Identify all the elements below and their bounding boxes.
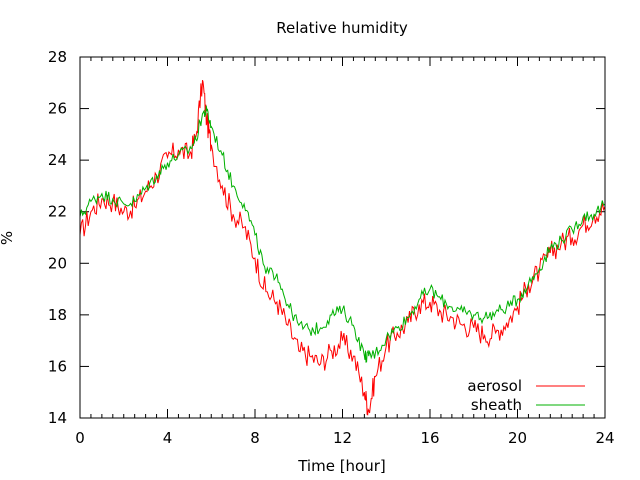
series-line-sheath (79, 105, 606, 363)
legend-label-sheath: sheath (471, 396, 522, 414)
tick-labels: 0 4 8 12 16 20 24 14 16 18 20 22 24 26 28 (48, 48, 615, 447)
y-tick-label: 22 (48, 203, 67, 221)
plot-frame (79, 56, 606, 419)
x-tick-label: 0 (75, 429, 85, 447)
y-tick-label: 24 (48, 151, 67, 169)
y-tick-label: 14 (48, 409, 67, 427)
y-tick-label: 18 (48, 306, 67, 324)
y-axis-label: % (0, 231, 16, 245)
major-ticks (79, 56, 606, 419)
series-lines (79, 80, 606, 416)
y-tick-label: 20 (48, 254, 67, 272)
chart-title: Relative humidity (276, 19, 408, 37)
series-line-aerosol (79, 80, 606, 416)
x-tick-label: 20 (508, 429, 527, 447)
minor-ticks (79, 57, 606, 418)
y-tick-label: 26 (48, 100, 67, 118)
legend-label-aerosol: aerosol (467, 377, 522, 395)
x-axis-label: Time [hour] (297, 457, 386, 475)
x-tick-label: 12 (333, 429, 352, 447)
x-tick-label: 4 (163, 429, 173, 447)
y-tick-label: 28 (48, 48, 67, 66)
x-tick-label: 8 (250, 429, 260, 447)
y-tick-label: 16 (48, 357, 67, 375)
x-tick-label: 16 (420, 429, 439, 447)
x-tick-label: 24 (595, 429, 614, 447)
